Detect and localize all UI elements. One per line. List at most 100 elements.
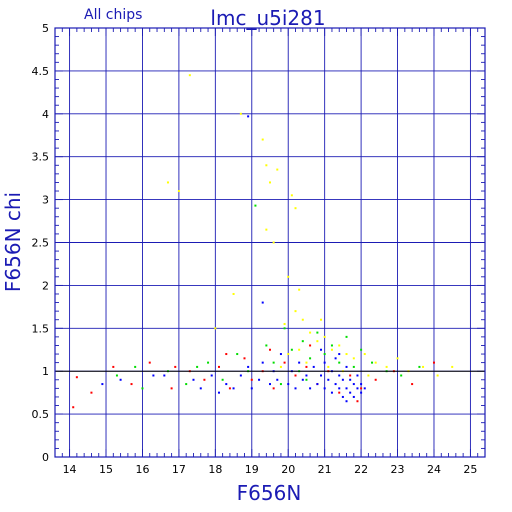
x-tick-label: 14 — [63, 463, 77, 476]
data-point — [312, 365, 315, 368]
data-point — [203, 378, 206, 381]
data-point — [305, 374, 308, 377]
data-point — [225, 353, 228, 356]
data-point — [320, 348, 323, 351]
chart-title: lmc_u5i281 — [210, 6, 325, 30]
data-point — [185, 383, 188, 386]
data-point — [334, 357, 337, 360]
data-point — [148, 361, 151, 364]
data-point — [422, 365, 425, 368]
data-point — [334, 383, 337, 386]
x-tick-label: 22 — [354, 463, 368, 476]
data-point — [345, 387, 348, 390]
data-point — [112, 365, 115, 368]
data-points — [72, 74, 454, 409]
data-point — [283, 323, 286, 326]
data-point — [265, 164, 268, 167]
data-point — [279, 353, 282, 356]
data-point — [269, 348, 271, 351]
data-point — [254, 204, 257, 207]
data-point — [352, 365, 355, 368]
data-point — [298, 288, 301, 291]
x-tick-label: 20 — [281, 463, 295, 476]
data-point — [345, 335, 348, 338]
data-point — [232, 292, 235, 295]
data-point — [272, 241, 275, 244]
data-point — [290, 348, 293, 351]
data-point — [290, 194, 293, 197]
data-point — [316, 331, 319, 334]
x-tick-label: 25 — [463, 463, 477, 476]
data-point — [75, 376, 78, 379]
data-point — [272, 387, 275, 390]
y-tick-label: 4 — [42, 108, 49, 121]
data-point — [352, 357, 355, 360]
data-point — [130, 383, 133, 386]
data-point — [352, 395, 355, 398]
data-point — [309, 357, 312, 360]
data-point — [363, 387, 366, 390]
x-axis-label: F656N — [237, 481, 302, 505]
data-point — [400, 374, 403, 377]
data-point — [323, 335, 326, 338]
data-point — [152, 374, 155, 377]
data-point — [360, 391, 363, 394]
data-point — [345, 365, 348, 368]
data-point — [320, 318, 323, 321]
data-point — [101, 383, 104, 386]
data-point — [345, 353, 348, 356]
data-point — [349, 374, 352, 377]
data-point — [374, 378, 377, 381]
x-tick-label: 21 — [318, 463, 332, 476]
data-point — [261, 361, 264, 364]
data-point — [294, 207, 297, 210]
data-point — [174, 365, 177, 368]
data-point — [214, 327, 217, 330]
data-point — [327, 365, 330, 368]
data-point — [119, 378, 122, 381]
data-point — [250, 387, 253, 390]
data-point — [287, 275, 290, 278]
x-tick-label: 19 — [245, 463, 259, 476]
data-point — [451, 365, 454, 368]
data-point — [316, 340, 319, 343]
x-tick-label: 16 — [135, 463, 149, 476]
data-point — [349, 391, 352, 394]
data-point — [199, 387, 202, 390]
y-tick-label: 0 — [42, 451, 49, 464]
data-point — [330, 391, 333, 394]
data-point — [269, 383, 271, 386]
data-point — [217, 365, 220, 368]
y-tick-labels: 0 0.5 1 1.5 2 2.5 3 3.5 4 4.5 5 — [32, 22, 50, 464]
data-point — [134, 365, 137, 368]
data-point — [72, 406, 75, 409]
data-point — [196, 365, 199, 368]
data-point — [338, 387, 341, 390]
data-point — [294, 374, 297, 377]
data-point — [207, 361, 210, 364]
data-point — [341, 378, 344, 381]
data-point — [265, 228, 268, 231]
data-point — [272, 361, 275, 364]
data-point — [323, 387, 326, 390]
plot-frame — [54, 27, 486, 458]
data-point — [411, 383, 414, 386]
data-point — [309, 331, 312, 334]
data-point — [279, 383, 282, 386]
data-point — [236, 353, 239, 356]
data-point — [320, 374, 323, 377]
data-point — [294, 310, 297, 313]
data-point — [338, 353, 341, 356]
data-point — [228, 387, 231, 390]
data-point — [338, 361, 341, 364]
y-tick-label: 3.5 — [32, 151, 50, 164]
y-axis-label: F656N chi — [1, 192, 25, 292]
data-point — [247, 365, 250, 368]
data-point — [210, 374, 213, 377]
data-point — [287, 353, 290, 356]
data-point — [309, 344, 312, 347]
data-point — [338, 344, 341, 347]
y-tick-label: 5 — [42, 22, 49, 35]
data-point — [283, 361, 286, 364]
x-tick-label: 17 — [172, 463, 186, 476]
